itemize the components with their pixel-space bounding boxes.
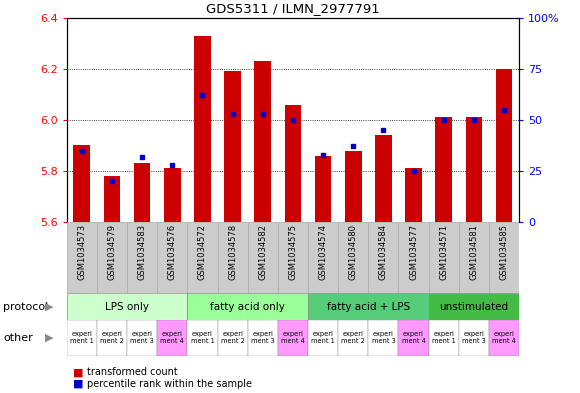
Text: GSM1034579: GSM1034579 [107, 224, 117, 280]
Text: fatty acid only: fatty acid only [210, 301, 285, 312]
Bar [278, 320, 308, 356]
Text: percentile rank within the sample: percentile rank within the sample [87, 379, 252, 389]
Text: experi
ment 1: experi ment 1 [432, 331, 455, 345]
Bar [398, 222, 429, 293]
Bar [375, 135, 392, 222]
Bar [308, 222, 338, 293]
Bar [429, 293, 519, 320]
Bar [315, 156, 331, 222]
Bar [368, 222, 398, 293]
Bar [496, 69, 512, 222]
Text: experi
ment 3: experi ment 3 [251, 331, 274, 345]
Bar [67, 222, 97, 293]
Text: experi
ment 4: experi ment 4 [401, 331, 426, 345]
Bar [187, 320, 218, 356]
Text: ▶: ▶ [45, 333, 53, 343]
Bar [345, 151, 361, 222]
Bar [308, 320, 338, 356]
Bar [436, 118, 452, 222]
Text: experi
ment 3: experi ment 3 [462, 331, 485, 345]
Bar [67, 293, 187, 320]
Text: GSM1034578: GSM1034578 [228, 224, 237, 280]
Text: GSM1034572: GSM1034572 [198, 224, 207, 280]
Text: GSM1034581: GSM1034581 [469, 224, 478, 280]
Bar [459, 320, 489, 356]
Text: GSM1034576: GSM1034576 [168, 224, 177, 280]
Bar [187, 293, 308, 320]
Bar [127, 222, 157, 293]
Bar [218, 320, 248, 356]
Bar [308, 293, 429, 320]
Title: GDS5311 / ILMN_2977791: GDS5311 / ILMN_2977791 [206, 2, 380, 15]
Text: GSM1034583: GSM1034583 [137, 224, 147, 280]
Text: GSM1034574: GSM1034574 [318, 224, 328, 280]
Bar [285, 105, 301, 222]
Bar [164, 169, 180, 222]
Bar [398, 320, 429, 356]
Text: experi
ment 3: experi ment 3 [372, 331, 395, 345]
Text: GSM1034575: GSM1034575 [288, 224, 298, 280]
Bar [405, 169, 422, 222]
Bar [429, 222, 459, 293]
Bar [248, 222, 278, 293]
Bar [97, 222, 127, 293]
Text: GSM1034573: GSM1034573 [77, 224, 86, 280]
Bar [338, 320, 368, 356]
Bar [255, 61, 271, 222]
Text: experi
ment 2: experi ment 2 [220, 331, 245, 345]
Text: ■: ■ [72, 367, 83, 377]
Bar [157, 222, 187, 293]
Text: experi
ment 4: experi ment 4 [492, 331, 516, 345]
Text: protocol: protocol [3, 301, 48, 312]
Bar [338, 222, 368, 293]
Text: ▶: ▶ [45, 301, 53, 312]
Text: other: other [3, 333, 32, 343]
Text: fatty acid + LPS: fatty acid + LPS [327, 301, 410, 312]
Text: GSM1034571: GSM1034571 [439, 224, 448, 280]
Bar [194, 36, 211, 222]
Text: GSM1034580: GSM1034580 [349, 224, 358, 280]
Bar [368, 320, 398, 356]
Text: experi
ment 4: experi ment 4 [281, 331, 305, 345]
Text: LPS only: LPS only [105, 301, 149, 312]
Bar [459, 222, 489, 293]
Text: ■: ■ [72, 379, 83, 389]
Bar [224, 72, 241, 222]
Bar [67, 320, 97, 356]
Bar [74, 145, 90, 222]
Text: unstimulated: unstimulated [439, 301, 509, 312]
Bar [489, 222, 519, 293]
Text: transformed count: transformed count [87, 367, 177, 377]
Bar [157, 320, 187, 356]
Text: experi
ment 2: experi ment 2 [341, 331, 365, 345]
Text: experi
ment 1: experi ment 1 [191, 331, 214, 345]
Text: GSM1034577: GSM1034577 [409, 224, 418, 280]
Bar [134, 163, 150, 222]
Bar [187, 222, 218, 293]
Bar [489, 320, 519, 356]
Bar [97, 320, 127, 356]
Text: GSM1034585: GSM1034585 [499, 224, 509, 280]
Bar [278, 222, 308, 293]
Bar [104, 176, 120, 222]
Bar [218, 222, 248, 293]
Bar [466, 118, 482, 222]
Text: experi
ment 3: experi ment 3 [130, 331, 154, 345]
Bar [429, 320, 459, 356]
Text: experi
ment 2: experi ment 2 [100, 331, 124, 345]
Text: experi
ment 1: experi ment 1 [70, 331, 93, 345]
Bar [127, 320, 157, 356]
Text: experi
ment 1: experi ment 1 [311, 331, 335, 345]
Text: GSM1034584: GSM1034584 [379, 224, 388, 280]
Text: experi
ment 4: experi ment 4 [160, 331, 184, 345]
Bar [248, 320, 278, 356]
Text: GSM1034582: GSM1034582 [258, 224, 267, 280]
